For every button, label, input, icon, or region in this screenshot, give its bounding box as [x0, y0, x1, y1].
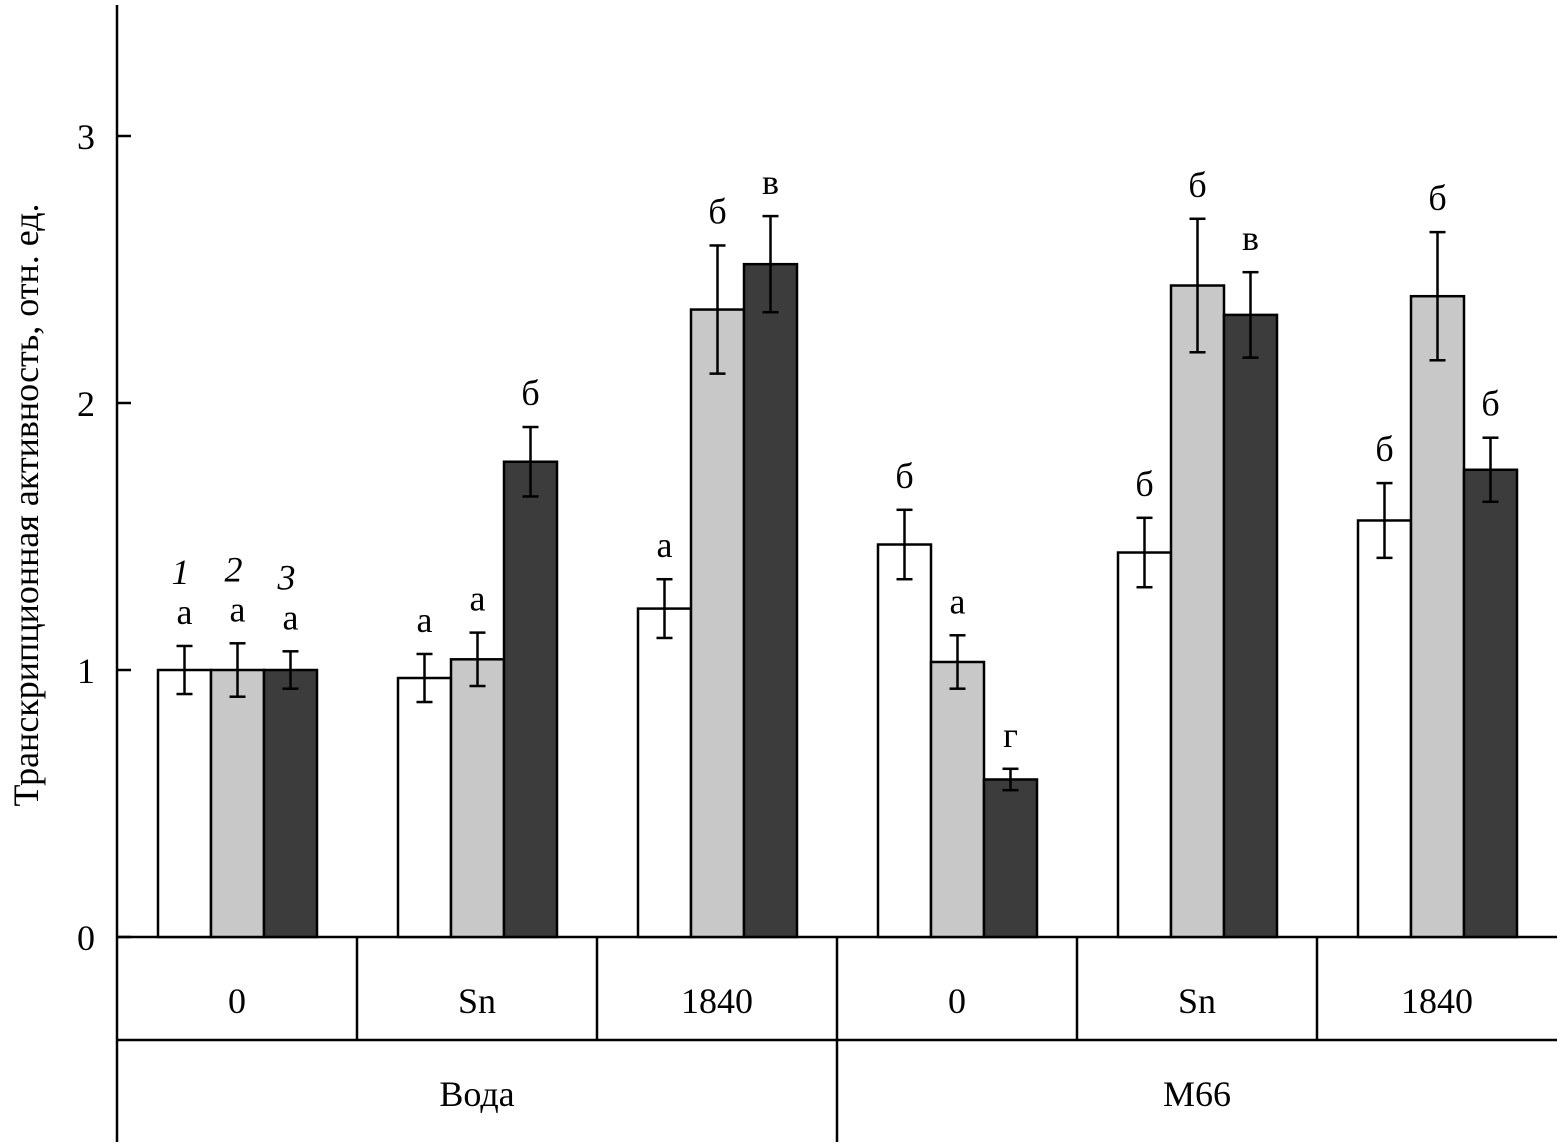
significance-letter: а — [417, 600, 433, 640]
significance-letter: а — [470, 579, 486, 619]
x-tick-label: 0 — [948, 981, 966, 1021]
bar — [1222, 313, 1279, 939]
series-label: 3 — [277, 557, 296, 597]
bar — [1356, 519, 1413, 939]
y-tick-label: 1 — [77, 651, 95, 691]
y-tick-label: 2 — [77, 384, 95, 424]
significance-letter: а — [283, 597, 299, 637]
bar — [449, 658, 506, 939]
significance-letter: а — [950, 581, 966, 621]
significance-letter: б — [521, 373, 539, 413]
y-tick-label: 3 — [77, 117, 95, 157]
y-axis-label: Транскрипционная активность, отн. ед. — [6, 203, 46, 806]
bar — [502, 460, 559, 939]
group-label: M66 — [1163, 1074, 1231, 1114]
significance-letter: б — [1188, 165, 1206, 205]
bar — [1409, 294, 1466, 939]
bar — [876, 543, 933, 939]
bar — [742, 262, 799, 939]
group-label: Вода — [439, 1074, 514, 1114]
bar — [1169, 284, 1226, 939]
bars — [156, 214, 1519, 939]
significance-letter: б — [1375, 429, 1393, 469]
x-tick-label: 0 — [228, 981, 246, 1021]
bar — [1116, 551, 1173, 939]
significance-letter: в — [762, 162, 779, 202]
bar — [982, 778, 1039, 939]
series-label: 1 — [172, 552, 190, 592]
bar — [1462, 468, 1519, 939]
bar — [156, 668, 213, 939]
x-tick-label: Sn — [458, 981, 496, 1021]
significance-letter: а — [230, 589, 246, 629]
significance-letter: а — [177, 592, 193, 632]
y-tick-label: 0 — [77, 918, 95, 958]
bar — [636, 607, 693, 939]
bar — [209, 668, 266, 939]
x-tick-label: 1840 — [681, 981, 753, 1021]
significance-letter: б — [1135, 464, 1153, 504]
bar — [689, 308, 746, 939]
bar — [262, 668, 319, 939]
significance-letter: б — [708, 191, 726, 231]
significance-letter: б — [1428, 178, 1446, 218]
bar — [396, 676, 453, 939]
x-tick-label: 1840 — [1401, 981, 1473, 1021]
x-tick-label: Sn — [1178, 981, 1216, 1021]
bar — [929, 660, 986, 939]
significance-letter: г — [1003, 715, 1018, 755]
series-label: 2 — [225, 549, 243, 589]
significance-letter: в — [1242, 218, 1259, 258]
significance-letter: а — [657, 525, 673, 565]
significance-letter: б — [895, 456, 913, 496]
significance-letter: б — [1481, 384, 1499, 424]
